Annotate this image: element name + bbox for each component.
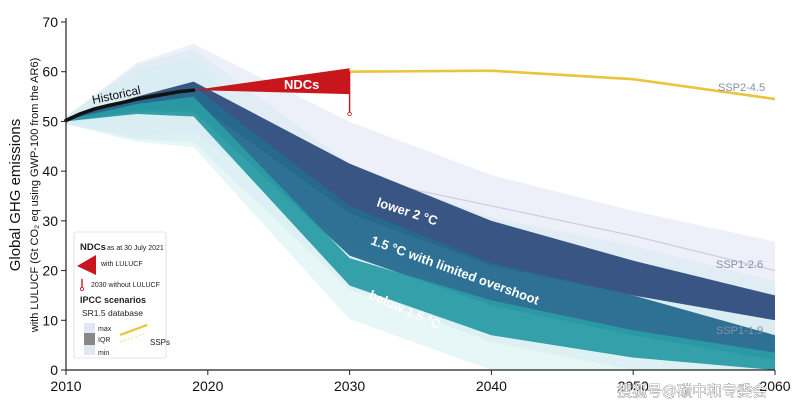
x-tick-label: 2050 [618, 378, 649, 394]
y-tick-label: 10 [42, 312, 58, 328]
watermark: 搜狐号@碳中和专委会 [617, 382, 767, 400]
legend-with-lulucf: with LULUCF [100, 261, 143, 268]
legend-ndc-wedge-swatch [77, 255, 96, 275]
x-tick-label: 2010 [50, 378, 81, 394]
scenario-bands [66, 81, 775, 371]
y-tick-label: 50 [42, 113, 58, 129]
ssp1-26-label: SSP1-2.6 [716, 259, 763, 271]
x-tick-label: 2060 [759, 378, 790, 394]
legend-iqr: IQR [98, 337, 110, 344]
historical-line [64, 88, 196, 123]
legend-without-lulucf: 2030 without LULUCF [91, 282, 160, 289]
x-tick-label: 2030 [334, 378, 365, 394]
legend-ipcc-db: SR1.5 database [82, 308, 143, 318]
y-tick-label: 70 [42, 14, 58, 30]
legend-ndcs-subtitle: as at 30 July 2021 [107, 245, 164, 252]
y-tick-label: 60 [42, 64, 58, 80]
x-tick-label: 2020 [192, 378, 223, 394]
legend-min: min [98, 350, 109, 357]
legend-ssp-swatch-faint [119, 332, 148, 343]
legend-ipcc-title: IPCC scenarios [80, 295, 146, 305]
y-tick-label: 40 [42, 163, 58, 179]
legend-iqr-swatch [84, 333, 95, 345]
y-axis-sublabel: with LULUCF (Gt CO₂ eq using GWP-100 fro… [29, 58, 41, 333]
ssp1-26-line [349, 175, 776, 272]
ndcs-label: NDCs [284, 77, 319, 92]
legend-ssp-swatch [119, 323, 148, 337]
ssp2-45-line [349, 69, 776, 101]
y-axis-label: Global GHG emissions [7, 119, 24, 272]
x-tick-label: 2040 [476, 378, 507, 394]
series-lines [64, 68, 776, 123]
y-tick-label: 30 [42, 213, 58, 229]
iqr-band-3 [66, 96, 775, 371]
ssp1-19-label: SSP1-1.9 [716, 325, 763, 337]
y-tick-label: 20 [42, 263, 58, 279]
ssp2-45-label: SSP2-4.5 [718, 82, 765, 94]
legend: NDCs as at 30 July 2021 with LULUCF 2030… [73, 231, 170, 359]
ndcs-without-lulucf-dot [347, 111, 352, 117]
ndcs-wedge [193, 68, 350, 95]
legend-max: max [98, 326, 112, 333]
y-tick-label: 0 [50, 362, 58, 378]
legend-ndcs-title: NDCs [80, 242, 106, 253]
legend-ssps: SSPs [150, 338, 170, 347]
iqr-band-1 [66, 81, 775, 321]
legend-without-lulucf-dot [80, 286, 85, 291]
